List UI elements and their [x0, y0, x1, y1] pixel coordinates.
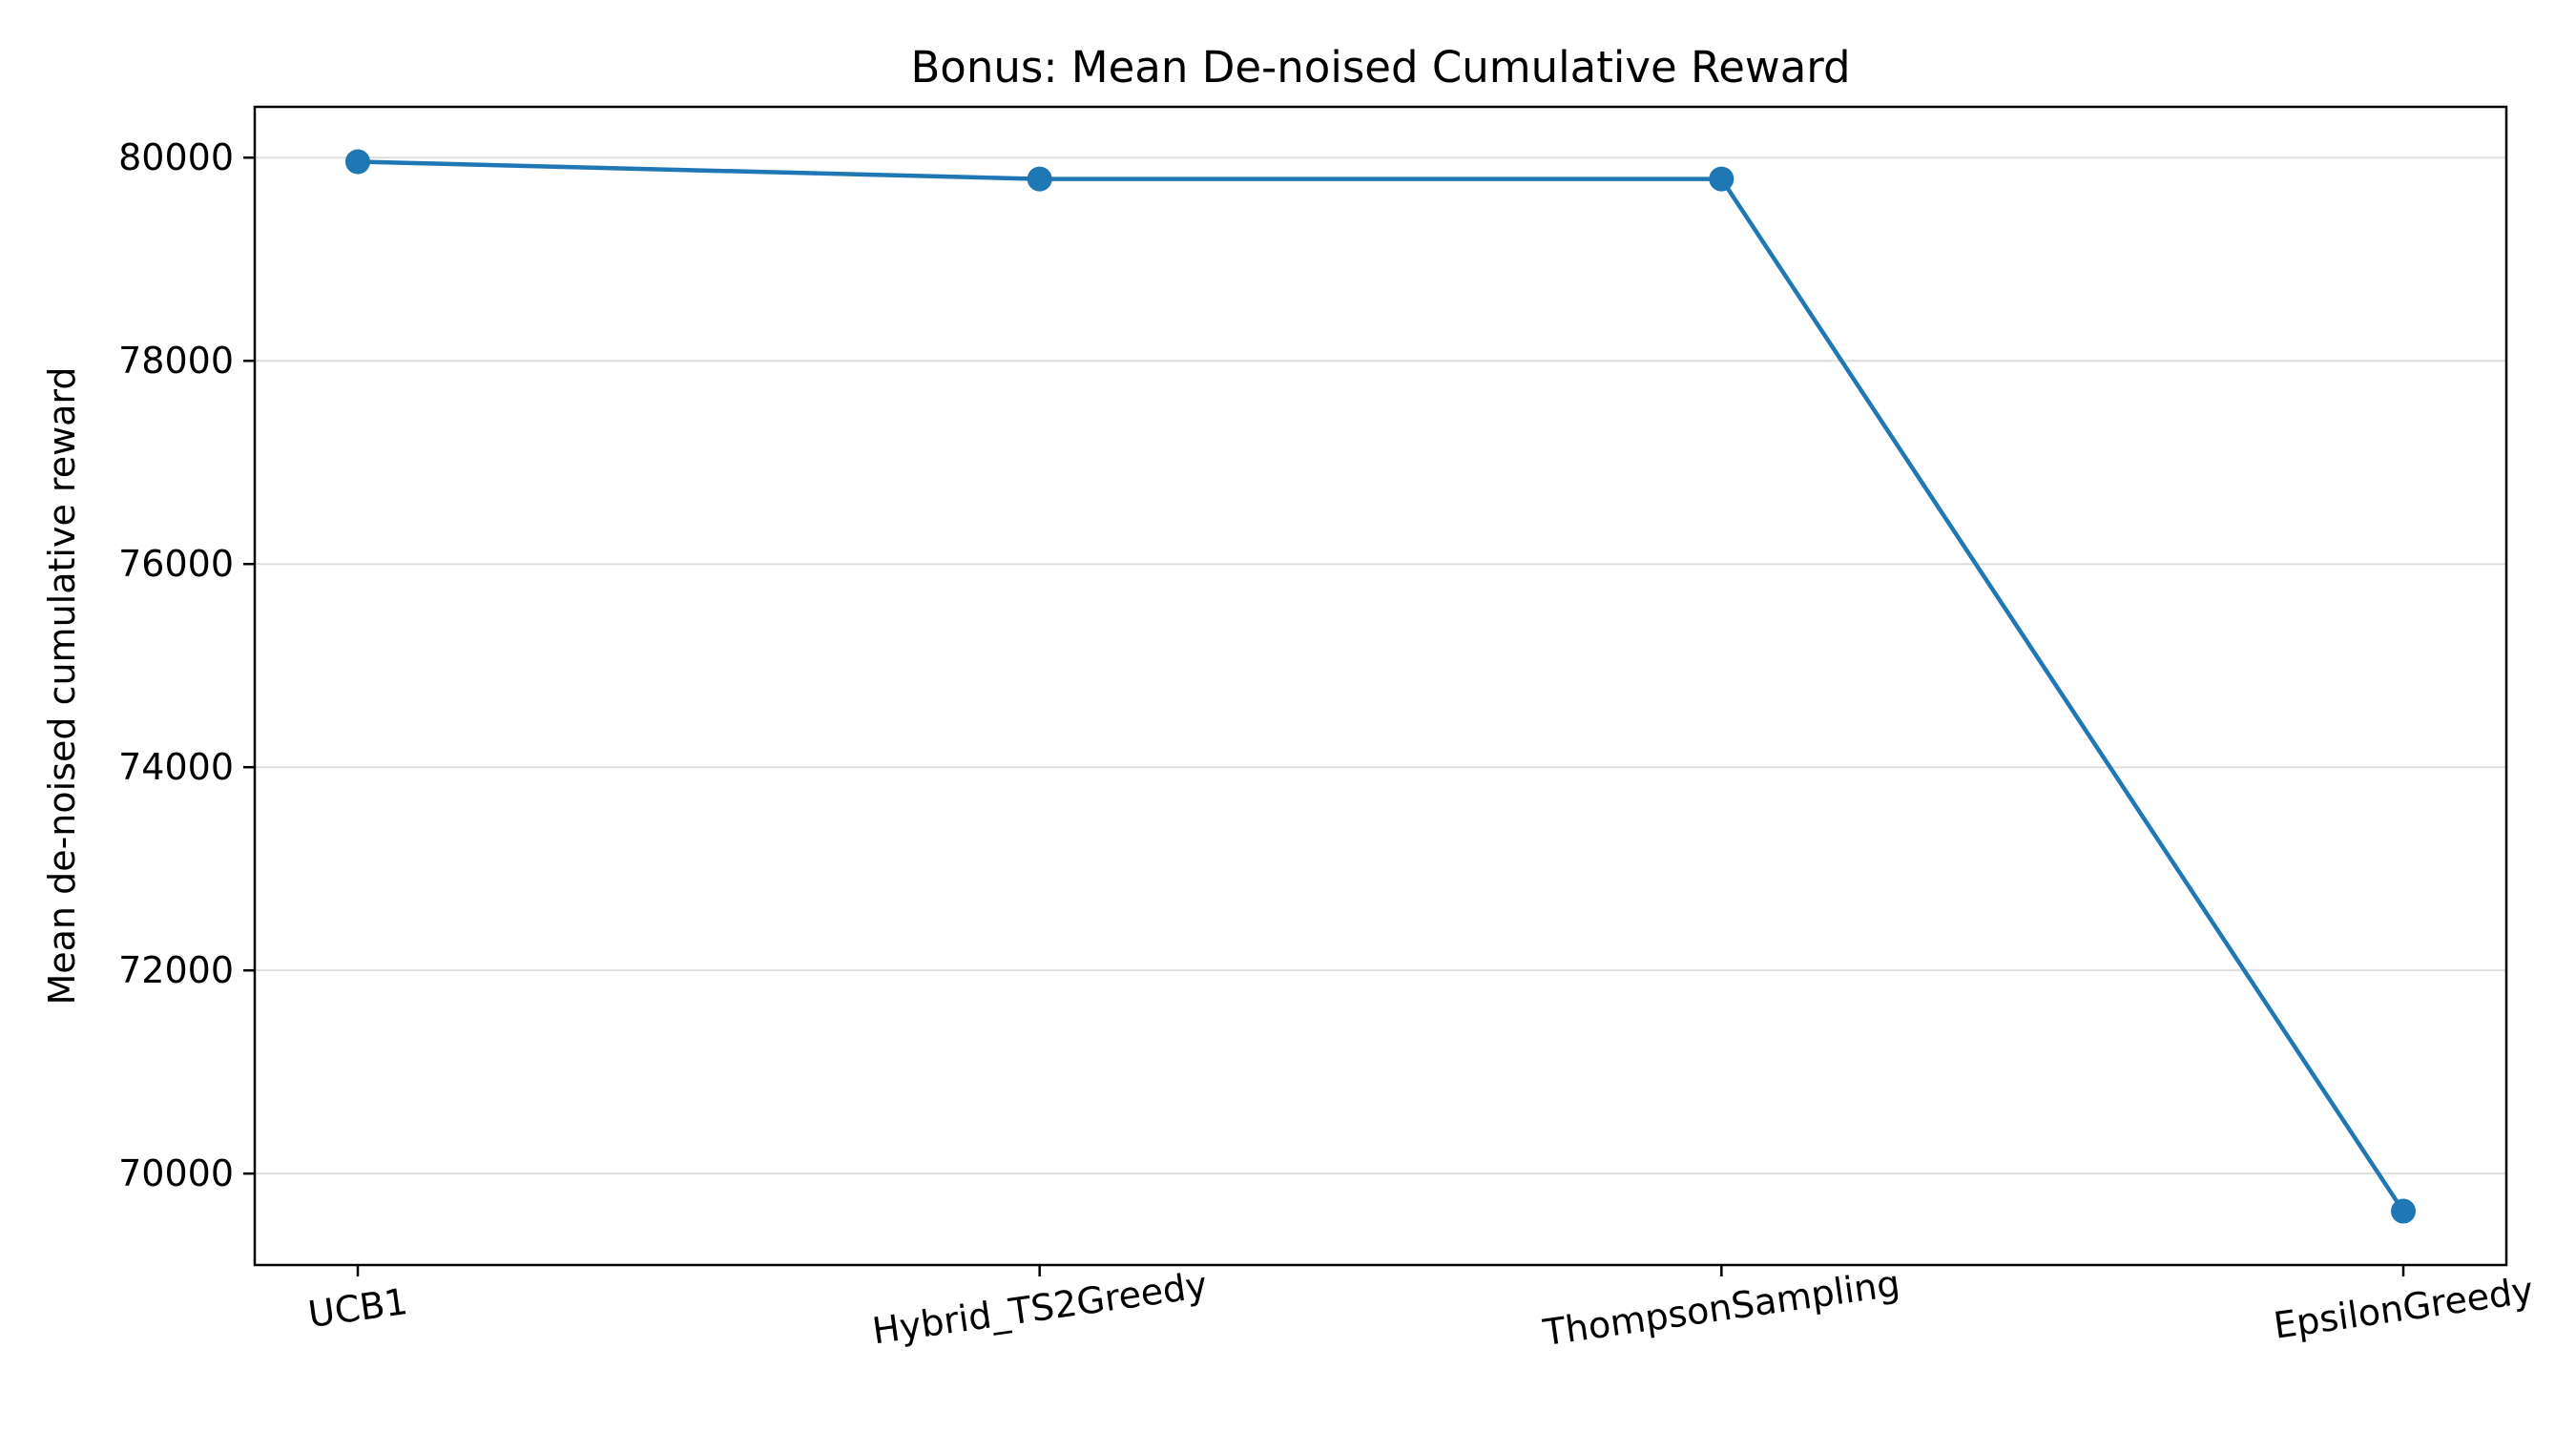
data-point: [345, 149, 370, 175]
data-point: [1709, 166, 1735, 192]
axes-frame: [253, 105, 2508, 1267]
chart-title: Bonus: Mean De-noised Cumulative Reward: [910, 42, 1850, 93]
y-tick-label: 80000: [118, 136, 234, 178]
y-axis: 70000 72000 74000 76000 78000 80000: [118, 136, 255, 1194]
data-point: [2391, 1198, 2416, 1224]
data-points: [345, 149, 2416, 1224]
y-tick-label: 70000: [118, 1152, 234, 1194]
x-tick-label: UCB1: [305, 1280, 410, 1336]
y-tick-label: 74000: [118, 746, 234, 788]
series-line: [355, 159, 2406, 1213]
y-tick-label: 76000: [118, 543, 234, 585]
y-tick-label: 72000: [118, 949, 234, 991]
series-layer: [355, 159, 2406, 1213]
x-tick-label: Hybrid_TS2Greedy: [870, 1264, 1210, 1353]
x-tick-label: EpsilonGreedy: [2271, 1269, 2535, 1347]
data-point: [1027, 166, 1052, 192]
gridlines: [255, 156, 2506, 1175]
y-tick-label: 78000: [118, 340, 234, 382]
y-axis-label: Mean de-noised cumulative reward: [41, 366, 83, 1005]
x-axis: UCB1 Hybrid_TS2Greedy ThompsonSampling Epsi…: [305, 1262, 2536, 1354]
